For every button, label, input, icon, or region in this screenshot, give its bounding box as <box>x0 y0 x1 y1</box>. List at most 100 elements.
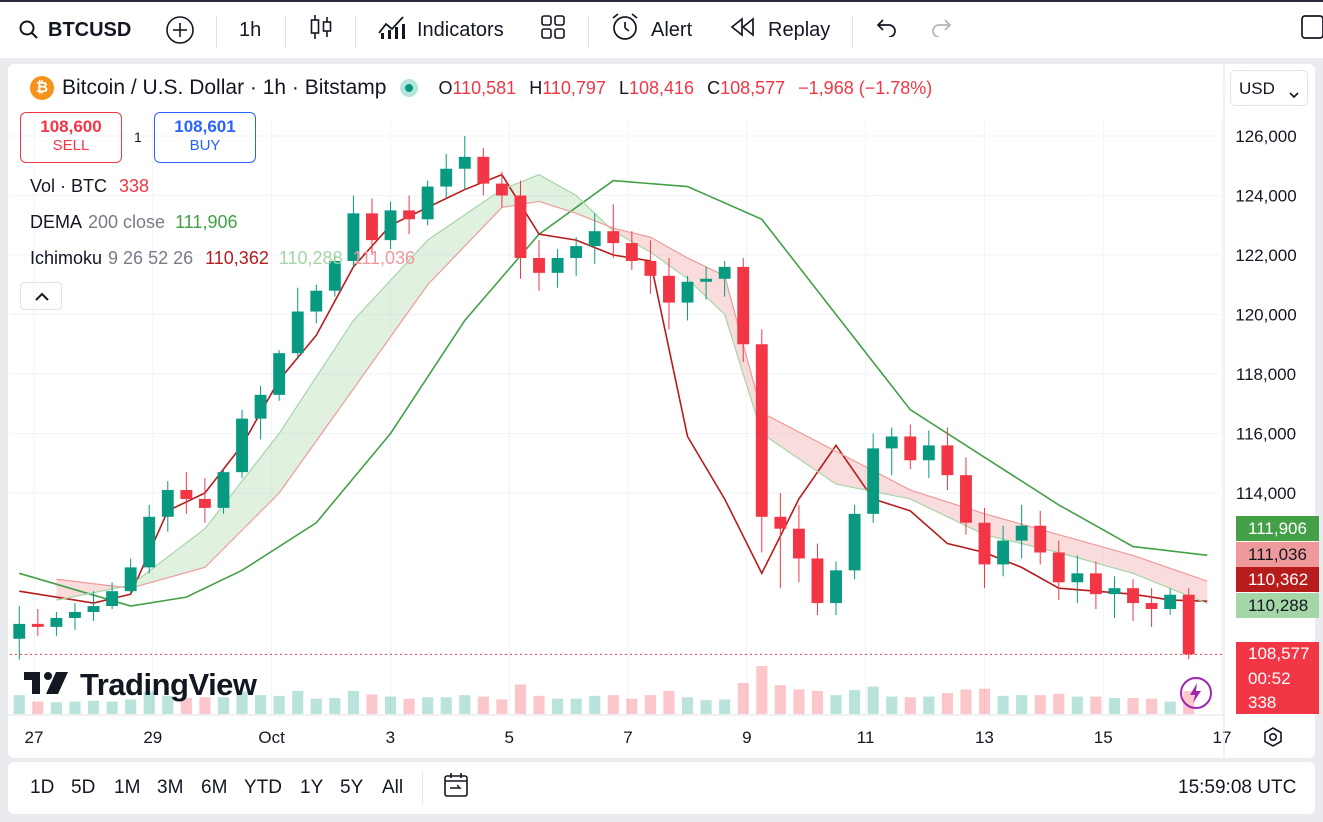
timeframe-button[interactable]: 1Y <box>300 777 324 798</box>
timeframe-button[interactable]: 6M <box>201 777 228 798</box>
y-tick-label: 124,000 <box>1235 187 1296 206</box>
y-tick-label: 118,000 <box>1236 365 1296 384</box>
price-chart[interactable]: 126,000 124,000 122,000 120,000 118,000 116,0… <box>8 64 1315 758</box>
ohlc-values: O110,581 H110,797 L108,416 C108,577 −1,9… <box>438 78 932 99</box>
candle <box>681 275 694 321</box>
sell-label: SELL <box>52 137 90 154</box>
dema-label: DEMA <box>30 212 83 232</box>
y-tick-label: 116,000 <box>1236 425 1296 444</box>
change-value: −1,968 (−1.78%) <box>798 77 933 98</box>
candle <box>1052 540 1065 601</box>
candle-body <box>607 231 620 244</box>
settings-gear-icon[interactable] <box>1262 726 1284 753</box>
x-tick-label: 11 <box>857 728 875 747</box>
volume-legend[interactable]: Vol · BTC 338 <box>30 176 149 197</box>
interval-button[interactable]: 1h <box>239 2 261 58</box>
timeframe-button[interactable]: 1D <box>30 777 55 798</box>
volume-bar <box>1108 698 1121 714</box>
candle <box>960 457 972 535</box>
grid-icon <box>540 14 566 46</box>
tradingview-logo-icon <box>24 668 72 703</box>
volume-bar <box>774 685 786 714</box>
candle <box>180 472 193 514</box>
volume-bar <box>1090 696 1102 714</box>
go-to-date-button[interactable] <box>442 762 470 814</box>
candle <box>1145 588 1158 627</box>
volume-bar <box>440 697 452 714</box>
volume-bar <box>1016 695 1028 714</box>
candle <box>50 612 63 636</box>
candle-body <box>50 617 63 627</box>
chart-type-button[interactable] <box>309 2 333 58</box>
candle-body <box>922 445 935 461</box>
collapse-legend-button[interactable] <box>20 282 62 310</box>
candle <box>440 153 453 199</box>
volume-bar <box>756 666 768 714</box>
candle-body <box>625 243 638 261</box>
utc-clock[interactable]: 15:59:08 UTC <box>1178 762 1296 814</box>
candle <box>273 350 286 401</box>
candle <box>1164 588 1177 615</box>
candle-body <box>161 490 174 517</box>
volume-bar <box>180 698 192 714</box>
candle-body <box>217 472 230 508</box>
compare-symbol-button[interactable] <box>165 2 195 58</box>
volume-bar <box>570 698 582 714</box>
sell-button[interactable]: 108,600 SELL <box>20 112 122 163</box>
replay-button[interactable]: Replay <box>730 2 830 58</box>
candle <box>1071 555 1084 604</box>
candle <box>737 257 750 363</box>
indicators-button[interactable]: Indicators <box>377 2 504 58</box>
volume-label: Vol · BTC <box>30 176 108 196</box>
candle-body <box>328 260 341 291</box>
candle <box>198 478 211 523</box>
timeframe-button[interactable]: 5Y <box>340 777 364 798</box>
timeframe-button[interactable]: YTD <box>244 777 282 798</box>
cloud-segment <box>121 174 609 589</box>
dema-legend[interactable]: DEMA 200 close 111,906 <box>30 212 237 233</box>
indicators-label: Indicators <box>417 18 504 41</box>
y-tick-label: 120,000 <box>1235 306 1296 325</box>
ichimoku-legend[interactable]: Ichimoku 9 26 52 26 110,362 110,288 111,… <box>30 248 415 269</box>
timeframe-button[interactable]: 5D <box>71 777 96 798</box>
volume-bar <box>32 701 44 714</box>
chevron-up-icon <box>34 290 50 308</box>
redo-button[interactable] <box>930 2 954 58</box>
undo-button[interactable] <box>874 2 898 58</box>
volume-bar <box>459 695 471 714</box>
lightning-assistant-icon[interactable] <box>1180 677 1212 709</box>
cloud-segment <box>56 579 122 601</box>
candle-body <box>551 257 564 273</box>
replay-label: Replay <box>768 18 831 41</box>
candle <box>774 493 787 589</box>
chart-panel[interactable]: 126,000 124,000 122,000 120,000 118,000 116,0… <box>8 64 1319 758</box>
candle-body <box>87 606 100 612</box>
close-label: C <box>707 77 721 98</box>
x-tick-label: 7 <box>623 728 632 747</box>
candle-body <box>904 436 917 461</box>
candle <box>366 198 378 255</box>
candle-body <box>198 498 211 508</box>
low-value: 108,416 <box>628 77 695 98</box>
candle <box>1182 588 1195 660</box>
fullscreen-button[interactable] <box>1300 2 1323 58</box>
buy-button[interactable]: 108,601 BUY <box>154 112 256 163</box>
candle <box>31 609 44 636</box>
timeframe-button[interactable]: 1M <box>114 777 141 798</box>
tradingview-watermark[interactable]: TradingView <box>24 667 257 703</box>
layouts-button[interactable] <box>540 2 566 58</box>
timeframe-button[interactable]: All <box>382 777 404 798</box>
currency-select[interactable]: USD <box>1230 70 1308 106</box>
candle <box>792 504 805 583</box>
candle-body <box>1127 588 1139 604</box>
candle-body <box>495 183 508 196</box>
top-toolbar: BTCUSD 1h Indicators Alert R <box>0 0 1323 58</box>
candle-body <box>755 344 768 517</box>
alert-button[interactable]: Alert <box>609 2 692 58</box>
toolbar-divider <box>216 16 217 48</box>
candle <box>588 213 601 264</box>
candle-body <box>1089 573 1102 595</box>
symbol-search[interactable]: BTCUSD <box>18 2 131 58</box>
timeframe-button[interactable]: 3M <box>157 777 184 798</box>
volume-bar <box>255 695 267 714</box>
